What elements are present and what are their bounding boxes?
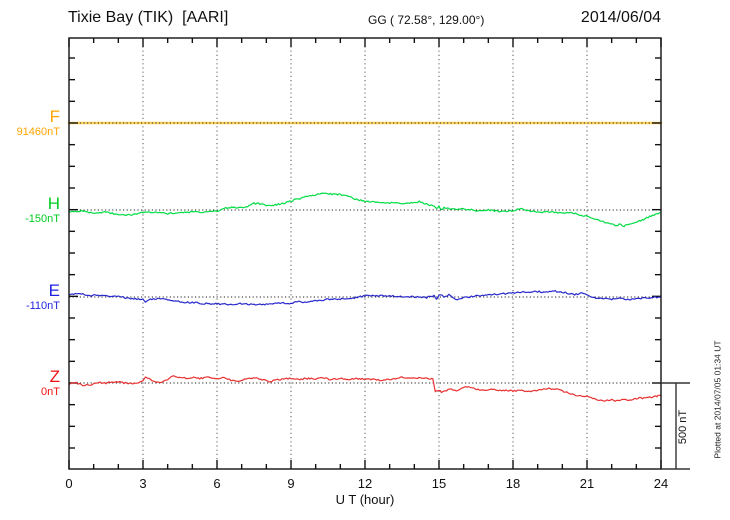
- x-tick-label: 0: [65, 476, 73, 491]
- series-h-label: H -150nT: [0, 195, 60, 226]
- x-tick-label: 6: [213, 476, 221, 491]
- component-letter-h: H: [47, 194, 60, 213]
- trace-e: [68, 290, 662, 306]
- axis-ticks: [68, 38, 662, 469]
- series-f-label: F 91460nT: [0, 108, 60, 139]
- component-baselines: [69, 122, 661, 384]
- plotted-at-timestamp: Plotted at 2014/07/05 01:34 UT: [712, 340, 723, 459]
- station-title: Tixie Bay (TIK) [AARI]: [68, 9, 229, 26]
- trace-h: [68, 192, 662, 228]
- x-tick-label: 15: [431, 476, 447, 491]
- x-tick-label: 12: [357, 476, 373, 491]
- x-tick-label: 21: [579, 476, 595, 491]
- component-letter-f: F: [49, 107, 60, 126]
- component-baseline-value-e: -110nT: [25, 300, 60, 312]
- series-e-label: E -110nT: [0, 282, 60, 313]
- scale-bar-label: 500 nT: [677, 409, 689, 445]
- x-gridlines: [142, 38, 588, 469]
- series-z-label: Z 0nT: [0, 368, 60, 399]
- x-tick-label: 24: [653, 476, 669, 491]
- traces: [68, 192, 662, 402]
- component-letter-z: Z: [49, 367, 60, 386]
- x-tick-label: 18: [505, 476, 521, 491]
- scale-bar: [661, 382, 690, 470]
- geographic-coordinates: GG ( 72.58°, 129.00°): [368, 13, 485, 27]
- component-baseline-value-h: -150nT: [25, 213, 60, 225]
- component-letter-e: E: [48, 281, 60, 300]
- component-baseline-value-z: 0nT: [41, 386, 60, 398]
- component-baseline-value-f: 91460nT: [16, 126, 60, 138]
- observation-date: 2014/06/04: [580, 9, 661, 26]
- plot-frame: [68, 37, 662, 470]
- x-tick-label: 3: [139, 476, 147, 491]
- x-tick-label: 9: [287, 476, 295, 491]
- trace-z: [68, 375, 662, 402]
- x-axis-title: U T (hour): [335, 492, 395, 507]
